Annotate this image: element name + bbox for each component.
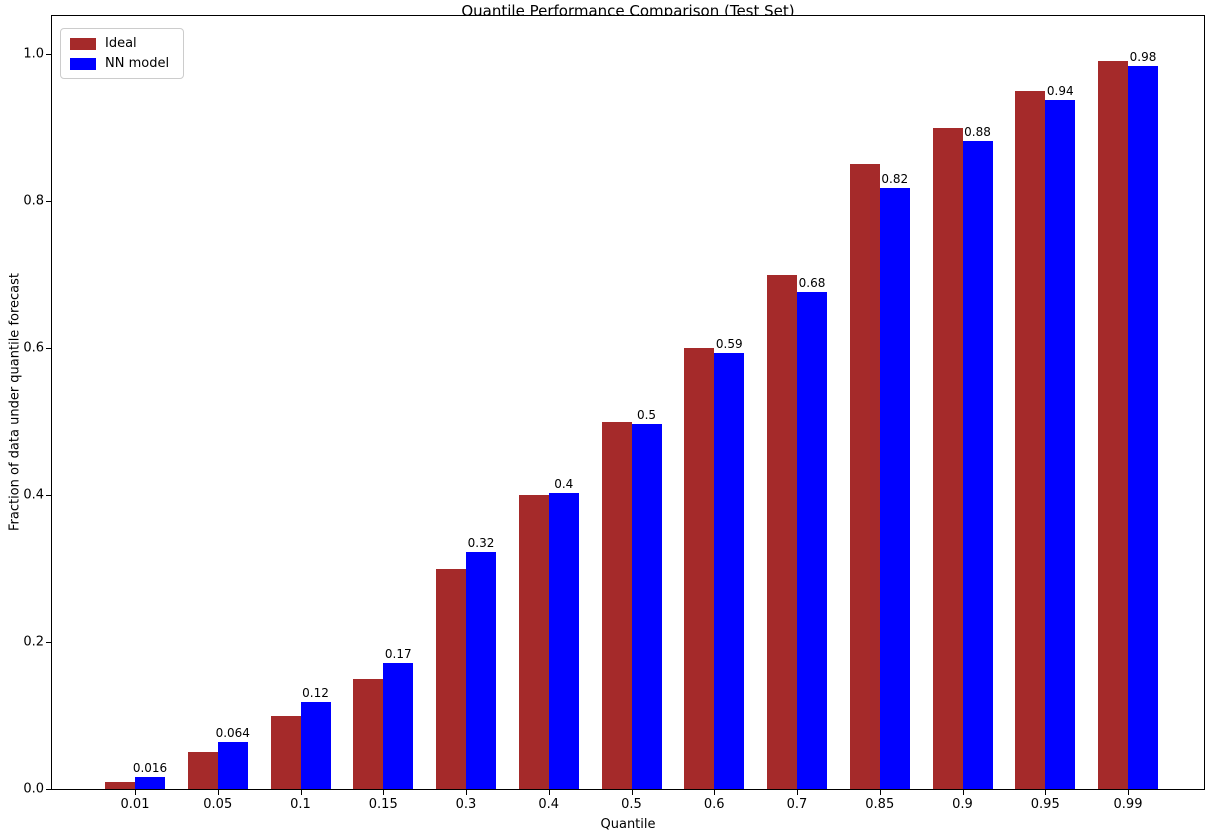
bar-ideal (270, 715, 301, 789)
bar-ideal (767, 274, 797, 789)
legend-label-ideal: Ideal (105, 36, 137, 51)
bar-nn-model (466, 552, 496, 789)
x-tick-label: 0.05 (203, 797, 233, 812)
bar-nn-model (879, 187, 910, 789)
y-tick-mark (46, 201, 51, 202)
bar-ideal (1098, 61, 1128, 789)
legend-item-ideal: Ideal (70, 37, 169, 50)
x-tick-mark (879, 790, 881, 795)
bar-nn-model (548, 492, 579, 789)
x-tick-label: 0.01 (120, 797, 150, 812)
bar-value-label: 0.82 (881, 171, 909, 186)
bar-ideal (849, 164, 880, 789)
bar-value-label: 0.5 (636, 407, 657, 422)
legend-swatch-nn-model (70, 57, 96, 70)
y-tick-label: 0.8 (23, 193, 44, 209)
x-tick-mark (548, 790, 550, 795)
legend-item-nn-model: NN model (70, 57, 169, 70)
x-tick-label: 0.5 (621, 797, 642, 812)
x-tick-mark (1128, 790, 1129, 795)
x-tick-mark (962, 790, 964, 795)
bar-nn-model (300, 702, 331, 789)
bar-ideal (601, 421, 632, 789)
y-tick-mark (46, 348, 51, 349)
y-tick-label: 1.0 (23, 46, 44, 62)
bar-nn-model (714, 353, 745, 789)
bar-ideal (353, 678, 384, 789)
x-tick-mark (466, 790, 467, 795)
x-tick-label: 0.99 (1113, 797, 1143, 812)
x-tick-mark (631, 790, 633, 795)
x-tick-mark (797, 790, 798, 795)
y-tick-label: 0.4 (23, 487, 44, 503)
legend-label-nn-model: NN model (105, 56, 170, 71)
x-tick-label: 0.6 (703, 797, 725, 812)
bar-ideal (932, 127, 963, 789)
y-tick-mark (46, 495, 51, 496)
bar-value-label: 0.12 (302, 686, 329, 701)
legend-swatch-ideal (70, 37, 96, 50)
x-tick-mark (135, 790, 136, 795)
plot-area: Ideal NN model 0.016 0.01 0.064 0.05 0.12 0.1… (23, 15, 1205, 811)
bar-nn-model (631, 423, 662, 789)
x-tick-label: 0.3 (455, 797, 477, 812)
legend: Ideal NN model (60, 28, 185, 79)
bar-value-label: 0.016 (132, 761, 168, 776)
bar-ideal (105, 781, 135, 789)
bar-nn-model (383, 662, 414, 789)
bar-value-label: 0.94 (1046, 83, 1074, 98)
bar-value-label: 0.68 (798, 276, 826, 291)
y-tick-label: 0.0 (23, 781, 44, 797)
bar-nn-model (217, 741, 248, 789)
bar-nn-model (1128, 65, 1158, 789)
y-tick-mark (46, 642, 51, 643)
bar-nn-model (962, 140, 993, 789)
x-tick-label: 0.1 (290, 797, 311, 812)
x-tick-label: 0.7 (786, 797, 808, 812)
x-tick-mark (1045, 790, 1047, 795)
bar-ideal (518, 495, 549, 789)
bar-ideal (684, 348, 715, 789)
x-tick-mark (383, 790, 385, 795)
x-tick-label: 0.95 (1030, 797, 1060, 812)
x-tick-label: 0.4 (538, 797, 560, 812)
bar-value-label: 0.88 (964, 124, 991, 139)
bar-nn-model (797, 292, 827, 789)
y-tick-mark (46, 789, 51, 790)
x-axis-label: Quantile (600, 817, 656, 832)
x-tick-label: 0.9 (952, 797, 973, 812)
y-tick-mark (46, 54, 51, 55)
bar-nn-model (1045, 99, 1076, 789)
bar-value-label: 0.4 (554, 476, 574, 491)
x-tick-label: 0.15 (368, 797, 398, 812)
bar-nn-model (135, 777, 165, 789)
bar-ideal (436, 568, 466, 789)
x-tick-mark (714, 790, 716, 795)
x-tick-mark (217, 790, 219, 795)
bar-ideal (1015, 90, 1046, 789)
bar-ideal (187, 752, 218, 789)
x-tick-mark (300, 790, 302, 795)
bar-value-label: 0.064 (215, 725, 250, 740)
bar-value-label: 0.32 (467, 536, 495, 551)
y-tick-label: 0.2 (23, 634, 44, 650)
bar-value-label: 0.59 (715, 337, 743, 352)
x-tick-label: 0.85 (865, 797, 895, 812)
bar-value-label: 0.17 (384, 646, 412, 661)
bar-value-label: 0.98 (1129, 49, 1157, 64)
y-tick-label: 0.6 (23, 340, 44, 356)
